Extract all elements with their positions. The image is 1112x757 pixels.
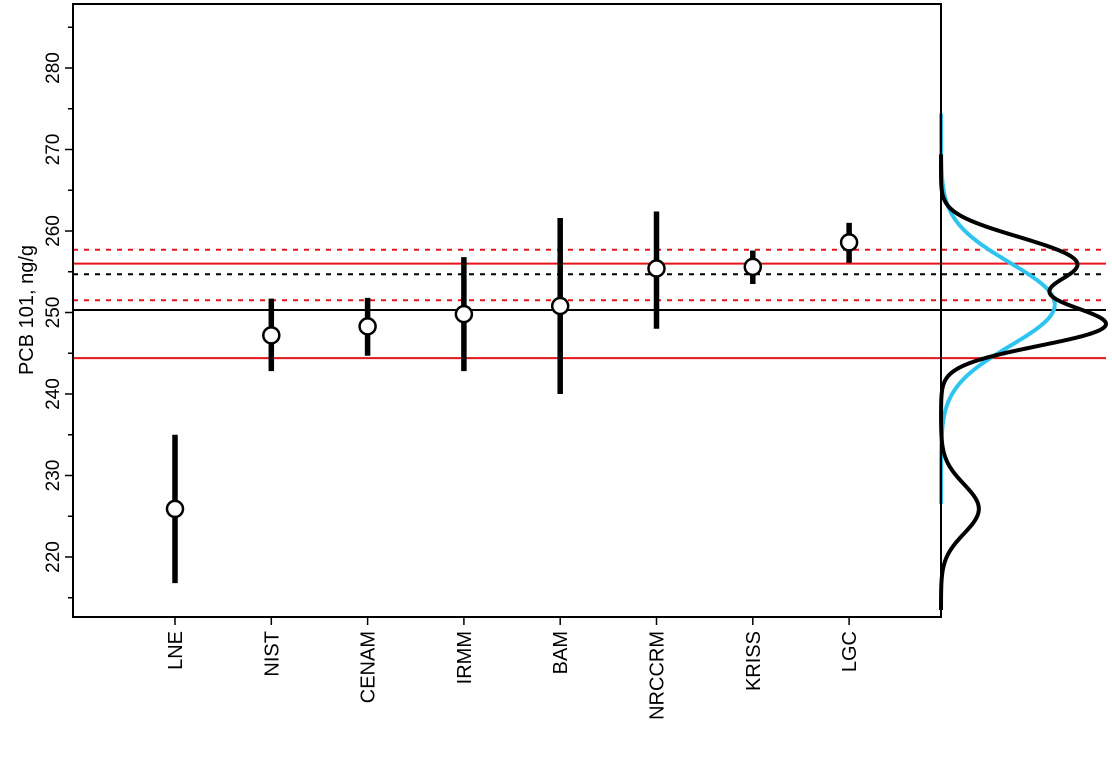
y-axis: 220 230 240 250 260 270 280 bbox=[43, 26, 73, 599]
y-tick-label: 260 bbox=[43, 215, 64, 247]
y-tick-label: 220 bbox=[43, 541, 64, 573]
data-point bbox=[454, 304, 474, 324]
normal-density-curve bbox=[939, 113, 1057, 504]
y-tick-label: 270 bbox=[43, 134, 64, 166]
x-tick-label: NIST bbox=[261, 631, 283, 677]
data-point bbox=[743, 257, 763, 277]
data-point bbox=[262, 326, 281, 345]
y-axis-title: PCB 101, ng/g bbox=[16, 245, 38, 375]
x-tick-label: LNE bbox=[165, 631, 187, 670]
x-tick-label: NRCCRM bbox=[647, 631, 669, 720]
x-axis: LNE NIST CENAM IRMM BAM NRCCRM KRISS LGC bbox=[165, 617, 861, 720]
x-tick-label: LGC bbox=[839, 631, 861, 672]
data-point bbox=[839, 233, 859, 252]
data-point bbox=[358, 317, 377, 336]
y-tick-label: 230 bbox=[43, 460, 64, 492]
data-point bbox=[647, 259, 666, 278]
y-tick-label: 240 bbox=[43, 378, 64, 410]
density-panel bbox=[939, 113, 1109, 610]
plot-frame bbox=[72, 3, 942, 618]
y-tick-label: 250 bbox=[43, 297, 64, 329]
reference-lines bbox=[73, 248, 1106, 360]
data-points bbox=[165, 233, 859, 519]
data-point bbox=[165, 499, 185, 519]
y-tick-label: 280 bbox=[43, 52, 64, 84]
mixture-density-curve bbox=[939, 154, 1109, 610]
x-tick-label: KRISS bbox=[743, 631, 765, 691]
x-tick-label: CENAM bbox=[358, 631, 380, 703]
x-tick-label: IRMM bbox=[454, 631, 476, 684]
x-tick-label: BAM bbox=[550, 631, 572, 674]
data-point bbox=[550, 296, 570, 316]
